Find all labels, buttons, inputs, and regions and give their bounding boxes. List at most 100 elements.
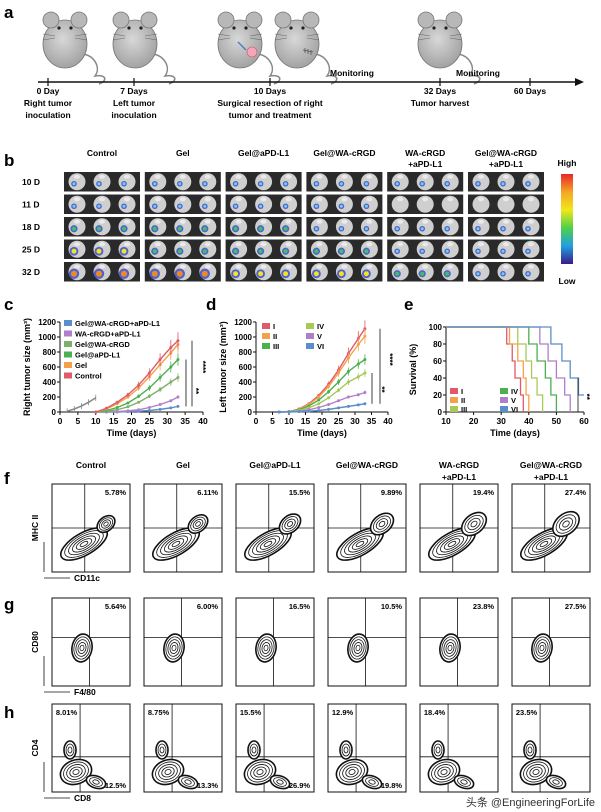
imaging-mouse-head bbox=[179, 242, 186, 247]
mouse-eye bbox=[444, 26, 448, 30]
imaging-signal-core bbox=[283, 249, 288, 254]
mouse-eye bbox=[57, 26, 61, 30]
watermark: 头条 @EngineeringForLife bbox=[466, 795, 595, 809]
contour-level bbox=[539, 644, 545, 652]
contour-level bbox=[529, 766, 543, 778]
imaging-group-label: +aPD-L1 bbox=[489, 159, 524, 169]
imaging-mouse-head bbox=[99, 242, 105, 247]
imaging-group-label: Control bbox=[87, 148, 117, 158]
colorbar-high-label: High bbox=[558, 158, 577, 168]
contour-level bbox=[351, 639, 365, 657]
contour-level bbox=[89, 777, 103, 787]
y-axis-label: Survival (%) bbox=[408, 344, 418, 396]
imaging-mouse-head bbox=[74, 219, 80, 224]
flow-y-axis-label: CD4 bbox=[30, 739, 40, 756]
imaging-mouse-head bbox=[422, 174, 429, 179]
mouse-ear bbox=[302, 11, 320, 29]
mouse-eye bbox=[139, 26, 143, 30]
y-tick-label: 400 bbox=[239, 378, 253, 387]
imaging-day-label: 11 D bbox=[22, 200, 40, 210]
imaging-signal-core bbox=[420, 227, 424, 231]
imaging-mouse-head bbox=[235, 242, 242, 247]
contour-level bbox=[348, 769, 356, 775]
imaging-mouse-head bbox=[503, 242, 509, 247]
contour-level bbox=[341, 743, 351, 757]
imaging-signal-core bbox=[233, 226, 238, 231]
flow-quadrant-percentage: 6.11% bbox=[197, 488, 218, 497]
imaging-signal-core bbox=[339, 182, 343, 186]
imaging-signal-core bbox=[96, 270, 102, 277]
flow-quadrant-percentage: 23.8% bbox=[473, 602, 495, 611]
contour-level bbox=[276, 779, 284, 785]
imaging-signal-core bbox=[122, 226, 126, 231]
imaging-signal-core bbox=[71, 248, 77, 254]
contour-level bbox=[537, 642, 547, 654]
mouse-icon bbox=[42, 11, 106, 85]
imaging-mouse-head bbox=[366, 242, 373, 247]
imaging-signal-core bbox=[203, 204, 207, 208]
imaging-mouse-head bbox=[447, 242, 454, 247]
imaging-mouse-head bbox=[503, 264, 509, 269]
imaging-mouse-head bbox=[204, 264, 211, 269]
mouse-icon bbox=[217, 11, 281, 85]
imaging-mouse-head bbox=[74, 264, 80, 269]
legend-label: III bbox=[273, 342, 279, 351]
timeline-monitoring-2: Monitoring bbox=[456, 68, 500, 78]
contour-level bbox=[445, 642, 455, 654]
contour-level bbox=[159, 746, 165, 754]
imaging-mouse-head bbox=[99, 264, 105, 269]
imaging-day-label: 10 D bbox=[22, 177, 40, 187]
legend-label: V bbox=[317, 332, 322, 341]
imaging-mouse-head bbox=[341, 219, 348, 224]
contour-level bbox=[440, 535, 464, 553]
contour-level bbox=[470, 520, 478, 528]
imaging-mouse-head bbox=[235, 197, 242, 202]
imaging-signal-core bbox=[176, 270, 183, 277]
scalpel-mark bbox=[237, 41, 247, 51]
imaging-signal-core bbox=[395, 271, 400, 276]
mouse-whiskers bbox=[417, 33, 463, 41]
contour-level bbox=[378, 520, 386, 528]
contour-level bbox=[552, 779, 560, 785]
imaging-mouse-head bbox=[260, 197, 267, 202]
contour-level bbox=[559, 517, 573, 531]
imaging-signal-core bbox=[501, 182, 505, 186]
timeline-event-day: 10 Days bbox=[254, 86, 286, 96]
imaging-mouse-head bbox=[503, 197, 509, 202]
imaging-mouse-head bbox=[478, 264, 484, 269]
legend-label: II bbox=[461, 396, 465, 405]
mouse-ear bbox=[70, 11, 88, 29]
contour-level bbox=[273, 777, 287, 787]
panel-label-b: b bbox=[4, 151, 14, 170]
imaging-mouse-head bbox=[503, 174, 509, 179]
contour-level bbox=[545, 774, 567, 790]
x-tick-label: 20 bbox=[317, 416, 327, 426]
imaging-signal-core bbox=[339, 204, 343, 208]
imaging-signal-core bbox=[71, 270, 77, 277]
legend-label: IV bbox=[317, 322, 324, 331]
y-tick-label: 200 bbox=[239, 393, 253, 402]
mouse-tail bbox=[82, 53, 106, 85]
flow-quadrant-percentage: 26.9% bbox=[289, 781, 311, 790]
contour-level bbox=[539, 540, 549, 548]
imaging-signal-core bbox=[203, 182, 207, 186]
imaging-mouse-head bbox=[260, 174, 267, 179]
imaging-mouse-head bbox=[124, 197, 130, 202]
legend-label: I bbox=[461, 387, 463, 396]
series-line bbox=[279, 358, 366, 413]
imaging-signal-core bbox=[153, 204, 157, 208]
contour-level bbox=[353, 642, 363, 654]
contour-level bbox=[375, 518, 389, 530]
x-tick-label: 25 bbox=[334, 416, 344, 426]
contour-level bbox=[79, 540, 89, 548]
mouse-tail bbox=[152, 53, 176, 85]
contour-level bbox=[349, 636, 367, 660]
contour-level bbox=[195, 521, 201, 527]
legend-label: I bbox=[273, 322, 275, 331]
chart-survival: 10 20 30 40 50 60 0 20 40 60 80 100 Time (days) Survi… bbox=[408, 323, 591, 438]
y-tick-label: 0 bbox=[248, 408, 253, 417]
legend-swatch bbox=[64, 320, 72, 326]
contour-level bbox=[373, 515, 391, 533]
imaging-mouse-head bbox=[179, 174, 186, 179]
legend-swatch bbox=[450, 388, 458, 394]
